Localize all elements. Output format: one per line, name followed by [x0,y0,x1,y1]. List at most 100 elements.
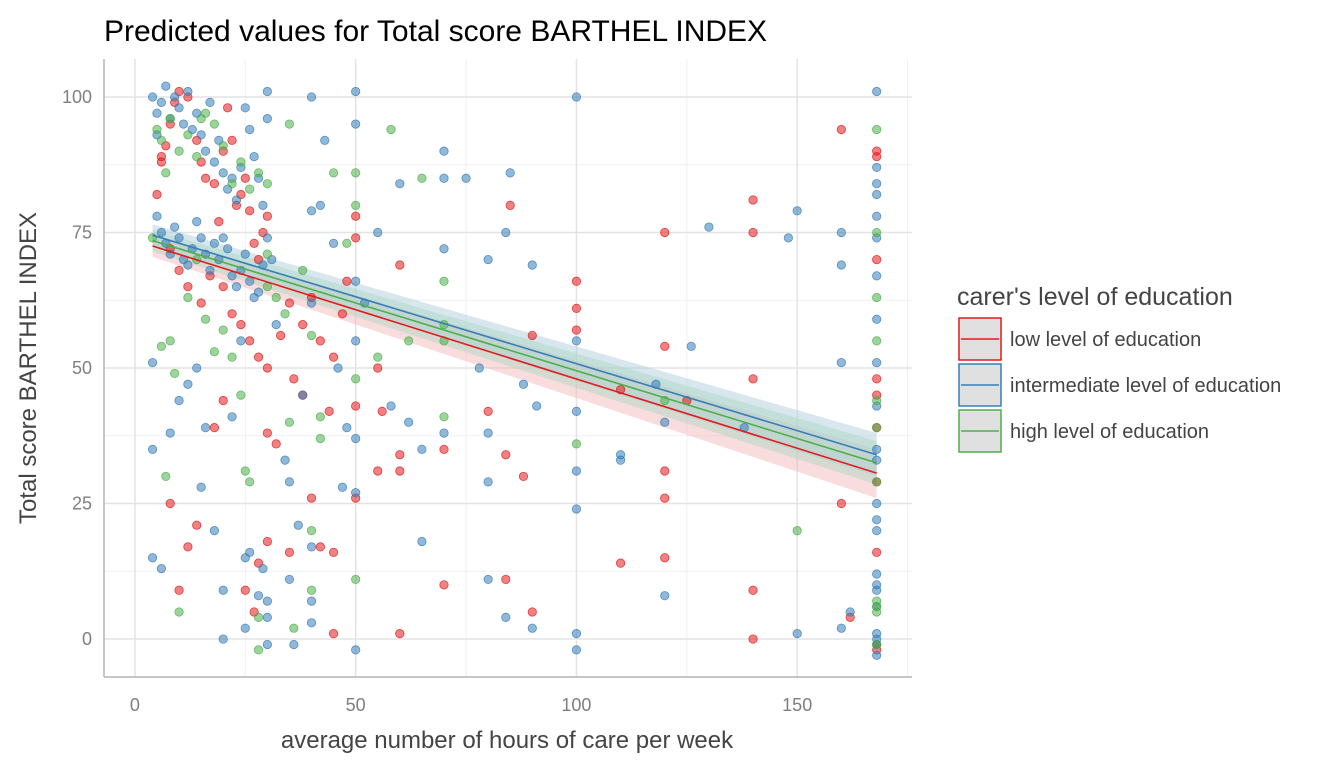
data-point [276,330,286,341]
data-point [872,498,882,509]
data-point [351,276,361,286]
data-point [262,249,272,259]
data-point [351,119,361,129]
data-point [342,276,352,286]
data-point [845,607,855,617]
data-point [660,493,670,503]
data-point [351,574,361,585]
data-point [183,292,193,303]
data-point [298,265,308,276]
data-point [505,200,515,210]
data-point [395,466,405,476]
data-point [417,173,427,183]
x-axis-title: average number of hours of care per week [281,727,734,754]
data-point [872,151,882,162]
data-point [872,336,882,346]
fit-line [152,239,877,464]
data-point [748,585,758,595]
data-point [218,585,228,595]
data-point [236,157,246,167]
data-point [872,357,882,368]
data-point [404,417,414,427]
data-point [170,92,180,102]
data-point [284,298,295,308]
data-point [571,303,582,313]
data-point [660,341,670,351]
data-point [253,352,264,362]
data-point [240,173,250,183]
x-tick-label: 100 [561,695,591,715]
data-point [156,563,166,574]
data-point [227,352,237,362]
data-point [439,173,449,183]
fit-lines [152,234,877,474]
data-point [704,222,714,232]
data-point [571,504,582,514]
legend-label: high level of education [1010,421,1209,443]
data-point [483,406,493,416]
data-point [161,81,171,91]
legend: carer's level of education low level of … [957,283,1281,453]
data-point [174,103,184,113]
data-point [872,547,882,557]
y-axis-title: Total score BARTHEL INDEX [15,212,42,524]
data-point [200,423,211,433]
data-points [147,81,882,660]
data-point [236,320,246,330]
data-point [196,233,206,243]
data-point [249,238,259,248]
data-point [192,520,202,530]
data-point [227,271,237,281]
data-point [147,553,158,563]
data-point [315,412,325,422]
data-point [872,374,882,384]
data-point [165,336,175,346]
data-point [284,477,295,487]
data-point [218,325,228,335]
data-point [686,341,696,351]
legend-label: low level of education [1010,329,1201,351]
data-point [209,347,219,357]
data-point [245,477,255,487]
data-point [240,103,250,113]
x-tick-label: 150 [782,695,812,715]
data-point [227,179,237,189]
data-point [262,86,272,97]
data-point [333,363,343,373]
data-point [439,276,449,286]
data-point [209,238,219,248]
confidence-band [152,235,877,499]
data-point [280,309,290,319]
data-point [501,612,511,622]
data-point [836,498,846,509]
data-point [872,515,882,525]
data-point [205,265,215,276]
data-point [373,363,383,373]
data-point [351,433,361,444]
data-point [315,200,325,210]
data-point [174,233,184,243]
fit-line [152,234,877,456]
data-point [395,450,405,460]
data-point [373,227,383,238]
data-point [156,135,166,145]
data-point [532,401,542,411]
data-point [170,368,180,379]
data-point [192,363,202,373]
data-point [872,607,882,617]
data-point [836,227,846,238]
data-point [306,526,317,536]
data-point [298,390,308,400]
data-point [156,227,166,238]
data-point [192,217,202,227]
data-point [293,520,303,530]
data-point [342,238,352,248]
data-point [527,623,537,633]
chart-title: Predicted values for Total score BARTHEL… [104,15,767,48]
data-point [439,244,449,254]
data-point [209,157,219,167]
data-point [660,417,670,427]
data-point [209,179,219,189]
data-point [183,282,193,292]
data-point [395,260,405,270]
